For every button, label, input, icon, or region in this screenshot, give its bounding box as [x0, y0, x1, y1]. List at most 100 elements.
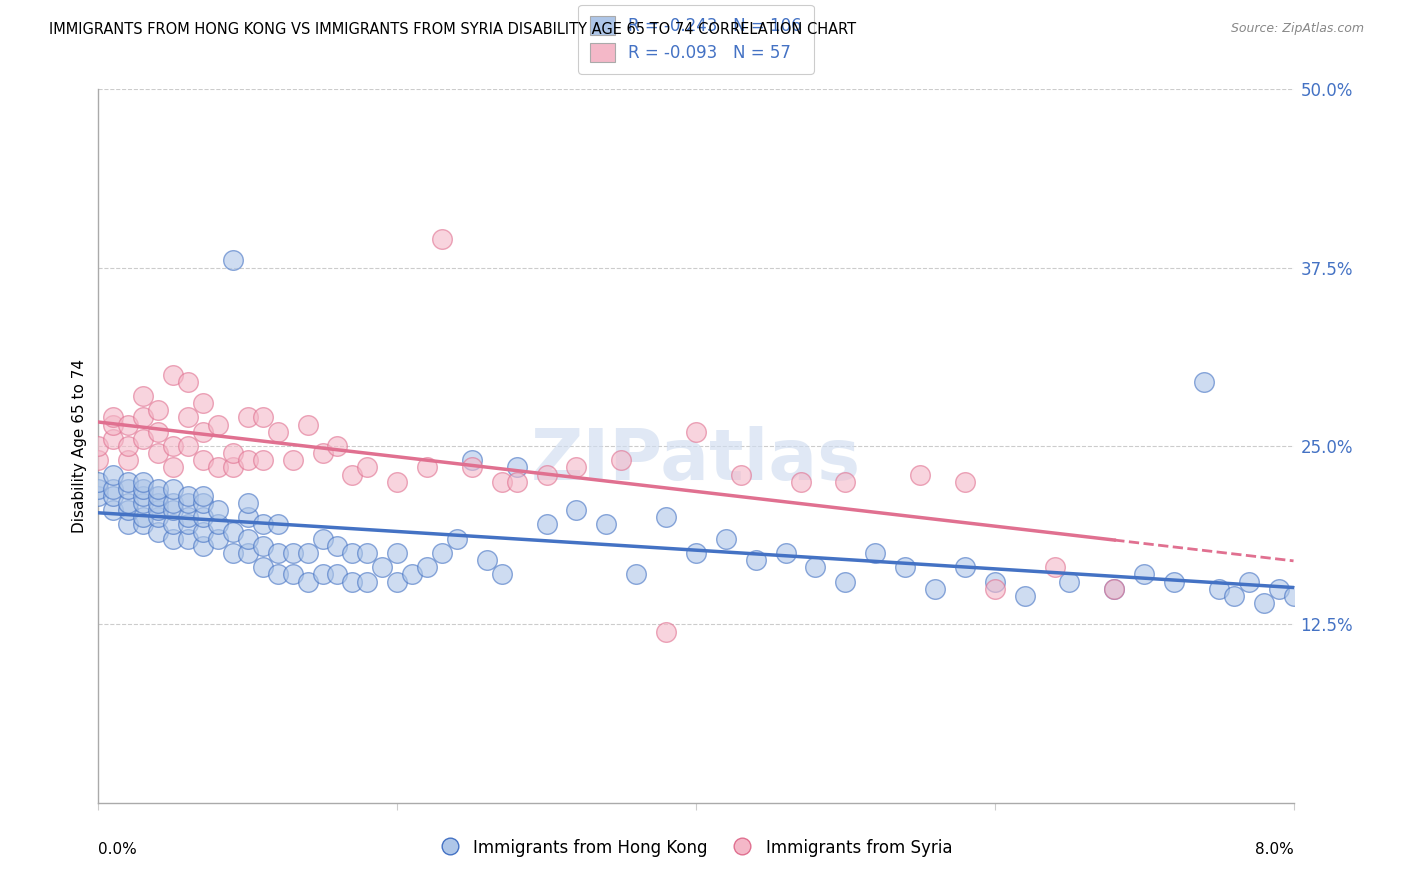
- Point: [326, 567, 349, 582]
- Point: [536, 467, 558, 482]
- Point: [148, 496, 170, 510]
- Point: [311, 446, 333, 460]
- Text: 8.0%: 8.0%: [1254, 842, 1294, 856]
- Point: [222, 524, 245, 539]
- Point: [252, 453, 274, 467]
- Point: [222, 546, 245, 560]
- Point: [297, 574, 319, 589]
- Point: [162, 496, 184, 510]
- Text: IMMIGRANTS FROM HONG KONG VS IMMIGRANTS FROM SYRIA DISABILITY AGE 65 TO 74 CORRE: IMMIGRANTS FROM HONG KONG VS IMMIGRANTS …: [49, 22, 856, 37]
- Point: [236, 546, 259, 560]
- Point: [191, 524, 214, 539]
- Point: [626, 567, 648, 582]
- Point: [103, 489, 125, 503]
- Point: [1192, 375, 1215, 389]
- Point: [252, 410, 274, 425]
- Point: [714, 532, 737, 546]
- Point: [297, 417, 319, 432]
- Y-axis label: Disability Age 65 to 74: Disability Age 65 to 74: [72, 359, 87, 533]
- Point: [281, 546, 304, 560]
- Point: [1163, 574, 1185, 589]
- Point: [416, 460, 439, 475]
- Text: ZIPatlas: ZIPatlas: [531, 425, 860, 495]
- Point: [1014, 589, 1036, 603]
- Point: [565, 503, 588, 517]
- Point: [775, 546, 797, 560]
- Point: [804, 560, 827, 574]
- Point: [207, 417, 229, 432]
- Point: [103, 503, 125, 517]
- Point: [117, 453, 139, 467]
- Point: [1104, 582, 1126, 596]
- Point: [148, 482, 170, 496]
- Point: [177, 517, 200, 532]
- Point: [1282, 589, 1305, 603]
- Point: [595, 517, 617, 532]
- Point: [191, 510, 214, 524]
- Point: [132, 410, 155, 425]
- Point: [834, 475, 856, 489]
- Point: [236, 410, 259, 425]
- Point: [132, 482, 155, 496]
- Point: [506, 460, 529, 475]
- Point: [132, 510, 155, 524]
- Point: [685, 425, 707, 439]
- Point: [148, 403, 170, 417]
- Point: [87, 475, 110, 489]
- Point: [908, 467, 931, 482]
- Point: [132, 389, 155, 403]
- Point: [430, 232, 453, 246]
- Point: [655, 624, 678, 639]
- Point: [281, 567, 304, 582]
- Point: [132, 475, 155, 489]
- Point: [267, 546, 290, 560]
- Point: [1059, 574, 1081, 589]
- Point: [177, 410, 200, 425]
- Point: [491, 475, 513, 489]
- Point: [148, 425, 170, 439]
- Point: [148, 503, 170, 517]
- Point: [191, 489, 214, 503]
- Point: [103, 417, 125, 432]
- Point: [103, 467, 125, 482]
- Point: [506, 475, 529, 489]
- Point: [252, 539, 274, 553]
- Point: [117, 482, 139, 496]
- Point: [252, 560, 274, 574]
- Point: [191, 539, 214, 553]
- Point: [267, 517, 290, 532]
- Point: [177, 489, 200, 503]
- Point: [236, 532, 259, 546]
- Point: [342, 546, 364, 560]
- Point: [191, 396, 214, 410]
- Point: [342, 467, 364, 482]
- Point: [191, 425, 214, 439]
- Point: [207, 503, 229, 517]
- Point: [148, 524, 170, 539]
- Point: [356, 546, 378, 560]
- Point: [162, 517, 184, 532]
- Point: [430, 546, 453, 560]
- Text: 0.0%: 0.0%: [98, 842, 138, 856]
- Point: [565, 460, 588, 475]
- Point: [236, 510, 259, 524]
- Point: [491, 567, 513, 582]
- Point: [267, 567, 290, 582]
- Point: [117, 503, 139, 517]
- Point: [222, 446, 245, 460]
- Point: [953, 475, 976, 489]
- Point: [222, 253, 245, 268]
- Point: [1267, 582, 1289, 596]
- Point: [162, 368, 184, 382]
- Point: [416, 560, 439, 574]
- Point: [311, 567, 333, 582]
- Text: Source: ZipAtlas.com: Source: ZipAtlas.com: [1230, 22, 1364, 36]
- Point: [475, 553, 498, 567]
- Point: [117, 517, 139, 532]
- Point: [148, 489, 170, 503]
- Point: [1104, 582, 1126, 596]
- Point: [117, 475, 139, 489]
- Point: [1223, 589, 1246, 603]
- Point: [132, 496, 155, 510]
- Point: [191, 496, 214, 510]
